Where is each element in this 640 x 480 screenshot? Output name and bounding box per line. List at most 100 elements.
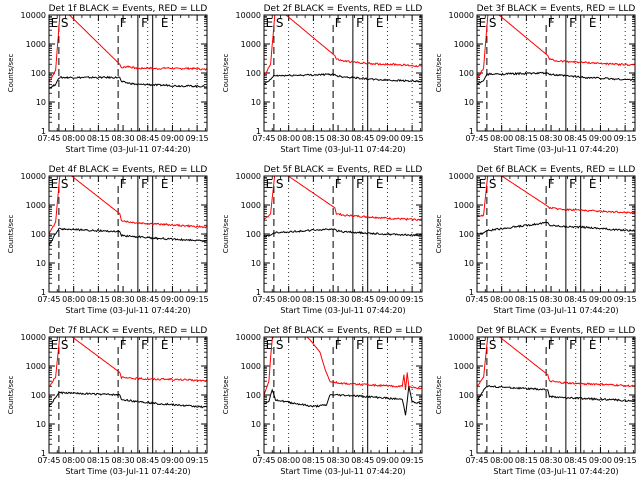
y-axis-title: Counts/sec [7, 376, 15, 415]
x-tick-label: 09:00 [589, 456, 612, 465]
interval-label: E [266, 338, 274, 352]
y-tick-label: 100 [246, 230, 261, 239]
y-tick-label: 100 [459, 69, 474, 78]
x-tick-label: 08:15 [87, 456, 110, 465]
x-tick-label: 09:15 [186, 295, 209, 304]
interval-label: F [120, 338, 127, 352]
y-tick-label: 10 [464, 420, 474, 429]
plot-frame [476, 336, 636, 454]
x-tick-label: 08:45 [564, 295, 587, 304]
x-tick-label: 09:00 [376, 134, 399, 143]
x-tick-label: 07:45 [465, 456, 488, 465]
panel-title: Det 7f BLACK = Events, RED = LLD [49, 326, 208, 336]
events-series-line [477, 71, 635, 85]
x-tick-label: 08:15 [87, 295, 110, 304]
interval-label: E [479, 177, 487, 191]
interval-label: F [569, 177, 576, 191]
plot-frame [48, 175, 208, 293]
interval-label: E [479, 338, 487, 352]
x-tick-label: 08:15 [515, 456, 538, 465]
x-tick-label: 09:00 [161, 134, 184, 143]
interval-label: E [266, 177, 274, 191]
y-tick-label: 1 [469, 127, 474, 136]
interval-label: E [376, 338, 384, 352]
x-tick-label: 09:00 [376, 295, 399, 304]
interval-label: E [161, 177, 169, 191]
x-axis-title: Start Time (03-Jul-11 07:44:20) [65, 467, 190, 476]
x-tick-label: 09:15 [186, 456, 209, 465]
plot-frame [263, 14, 423, 132]
interval-label: E [266, 16, 274, 30]
y-tick-label: 1000 [454, 201, 474, 210]
x-axis-title: Start Time (03-Jul-11 07:44:20) [280, 467, 405, 476]
x-tick-label: 08:15 [515, 295, 538, 304]
x-tick-label: 08:00 [62, 456, 85, 465]
detector-panel-2: Det 2f BLACK = Events, RED = LLD Counts/s… [222, 4, 424, 154]
events-series-line [264, 228, 422, 238]
x-axis-title: Start Time (03-Jul-11 07:44:20) [493, 145, 618, 154]
interval-label: F [356, 338, 363, 352]
interval-label: F [335, 177, 342, 191]
events-series-line [49, 75, 207, 90]
y-tick-label: 10000 [236, 333, 261, 342]
y-tick-label: 1000 [454, 40, 474, 49]
interval-label: F [141, 16, 148, 30]
y-tick-label: 10 [251, 259, 261, 268]
interval-label: S [276, 338, 284, 352]
x-tick-label: 08:45 [351, 134, 374, 143]
interval-label: S [489, 177, 497, 191]
plot-frame [48, 336, 208, 454]
x-tick-label: 07:45 [252, 295, 275, 304]
x-tick-label: 08:00 [277, 295, 300, 304]
plot-frame [263, 336, 423, 454]
y-axis-title: Counts/sec [7, 54, 15, 93]
interval-label: F [141, 177, 148, 191]
x-axis-title: Start Time (03-Jul-11 07:44:20) [65, 145, 190, 154]
y-tick-label: 10 [36, 420, 46, 429]
lld-series-line [477, 15, 635, 81]
interval-label: F [141, 338, 148, 352]
y-tick-label: 10000 [21, 172, 46, 181]
detector-panel-4: Det 4f BLACK = Events, RED = LLD Counts/s… [7, 165, 209, 315]
detector-panel-5: Det 5f BLACK = Events, RED = LLD Counts/s… [222, 165, 424, 315]
y-tick-label: 1000 [26, 362, 46, 371]
interval-label: E [51, 338, 59, 352]
y-tick-label: 1 [256, 449, 261, 458]
lld-series-line [264, 337, 422, 396]
x-tick-label: 08:45 [564, 134, 587, 143]
y-axis-title: Counts/sec [435, 376, 443, 415]
x-tick-label: 07:45 [252, 456, 275, 465]
y-tick-label: 10 [464, 98, 474, 107]
events-series-line [264, 73, 422, 85]
x-axis-title: Start Time (03-Jul-11 07:44:20) [493, 467, 618, 476]
events-series-line [477, 385, 635, 403]
x-tick-label: 09:00 [376, 456, 399, 465]
x-tick-label: 08:30 [112, 134, 135, 143]
interval-label: F [548, 338, 555, 352]
events-series-line [49, 227, 207, 246]
interval-label: S [276, 177, 284, 191]
lld-series-line [477, 337, 635, 388]
x-tick-label: 07:45 [252, 134, 275, 143]
y-tick-label: 100 [459, 230, 474, 239]
series-group [477, 176, 635, 235]
series-group [264, 15, 422, 85]
lld-series-line [49, 176, 207, 235]
interval-label: S [61, 177, 69, 191]
panel-title: Det 1f BLACK = Events, RED = LLD [49, 4, 208, 14]
panel-title: Det 4f BLACK = Events, RED = LLD [49, 165, 208, 175]
interval-label: E [479, 16, 487, 30]
lld-series-line [49, 15, 207, 82]
y-tick-label: 1000 [241, 40, 261, 49]
y-tick-label: 100 [31, 391, 46, 400]
y-tick-label: 10 [251, 420, 261, 429]
y-tick-label: 1 [469, 449, 474, 458]
y-axis-title: Counts/sec [435, 54, 443, 93]
x-axis-title: Start Time (03-Jul-11 07:44:20) [280, 145, 405, 154]
x-tick-label: 08:45 [351, 295, 374, 304]
y-tick-label: 1 [41, 449, 46, 458]
x-tick-label: 08:15 [87, 134, 110, 143]
detector-panel-1: Det 1f BLACK = Events, RED = LLD Counts/s… [7, 4, 209, 154]
interval-label: E [51, 16, 59, 30]
